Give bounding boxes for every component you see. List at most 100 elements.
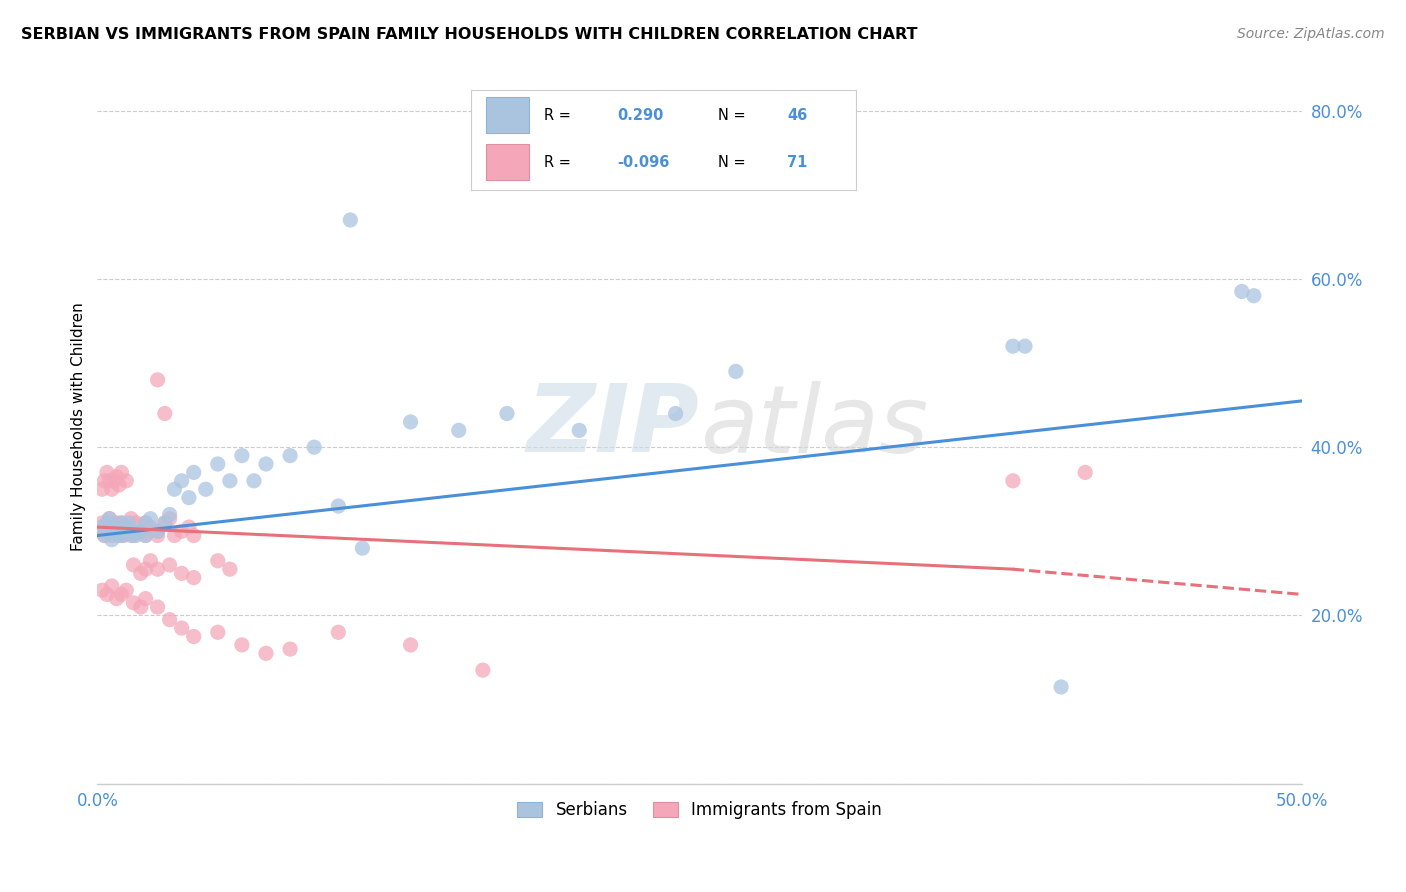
Point bbox=[399, 638, 422, 652]
Point bbox=[96, 466, 118, 480]
Point bbox=[328, 625, 350, 640]
Point bbox=[108, 528, 131, 542]
Point bbox=[135, 528, 157, 542]
Point bbox=[105, 524, 128, 539]
Point bbox=[471, 663, 494, 677]
Point bbox=[112, 528, 135, 542]
Point bbox=[118, 516, 141, 530]
Point bbox=[125, 528, 148, 542]
Point bbox=[101, 528, 124, 542]
Point bbox=[98, 524, 121, 539]
Point bbox=[183, 571, 205, 585]
Point bbox=[254, 646, 277, 660]
Point bbox=[135, 562, 157, 576]
Point bbox=[399, 415, 422, 429]
Point bbox=[139, 554, 162, 568]
Point bbox=[120, 528, 142, 542]
Point bbox=[122, 528, 145, 542]
Point bbox=[207, 625, 229, 640]
Point bbox=[96, 587, 118, 601]
Point bbox=[163, 528, 186, 542]
Point bbox=[1001, 474, 1024, 488]
Point bbox=[135, 516, 157, 530]
Point bbox=[1230, 285, 1253, 299]
Point bbox=[1074, 466, 1097, 480]
Point bbox=[91, 583, 114, 598]
Point bbox=[352, 541, 374, 556]
Text: ZIP: ZIP bbox=[527, 380, 700, 472]
Point bbox=[170, 524, 193, 539]
Point bbox=[218, 474, 240, 488]
Point bbox=[183, 528, 205, 542]
Point bbox=[101, 579, 124, 593]
Point bbox=[139, 511, 162, 525]
Point bbox=[105, 469, 128, 483]
Point bbox=[108, 528, 131, 542]
Point bbox=[135, 528, 157, 542]
Point bbox=[115, 583, 138, 598]
Point bbox=[98, 474, 121, 488]
Point bbox=[139, 520, 162, 534]
Point bbox=[170, 621, 193, 635]
Point bbox=[129, 524, 152, 539]
Point bbox=[1243, 289, 1265, 303]
Text: SERBIAN VS IMMIGRANTS FROM SPAIN FAMILY HOUSEHOLDS WITH CHILDREN CORRELATION CHA: SERBIAN VS IMMIGRANTS FROM SPAIN FAMILY … bbox=[21, 27, 918, 42]
Point bbox=[183, 630, 205, 644]
Point bbox=[496, 407, 519, 421]
Point bbox=[103, 520, 125, 534]
Point bbox=[339, 213, 361, 227]
Point bbox=[170, 474, 193, 488]
Point bbox=[91, 516, 114, 530]
Point bbox=[146, 528, 169, 542]
Point bbox=[207, 457, 229, 471]
Point bbox=[115, 520, 138, 534]
Point bbox=[101, 482, 124, 496]
Point bbox=[135, 516, 157, 530]
Point bbox=[665, 407, 688, 421]
Point bbox=[122, 558, 145, 572]
Point bbox=[125, 516, 148, 530]
Point bbox=[110, 466, 132, 480]
Y-axis label: Family Households with Children: Family Households with Children bbox=[72, 301, 86, 550]
Point bbox=[110, 528, 132, 542]
Point bbox=[98, 511, 121, 525]
Point bbox=[91, 520, 114, 534]
Point bbox=[146, 373, 169, 387]
Point bbox=[278, 449, 301, 463]
Point bbox=[159, 508, 181, 522]
Point bbox=[302, 440, 325, 454]
Point bbox=[177, 520, 200, 534]
Point bbox=[231, 638, 253, 652]
Point bbox=[105, 516, 128, 530]
Point bbox=[93, 474, 115, 488]
Point bbox=[328, 499, 350, 513]
Point bbox=[177, 491, 200, 505]
Point bbox=[146, 600, 169, 615]
Point bbox=[183, 466, 205, 480]
Point bbox=[1001, 339, 1024, 353]
Point bbox=[170, 566, 193, 581]
Text: atlas: atlas bbox=[700, 381, 928, 472]
Point bbox=[207, 554, 229, 568]
Point bbox=[115, 474, 138, 488]
Point bbox=[108, 478, 131, 492]
Legend: Serbians, Immigrants from Spain: Serbians, Immigrants from Spain bbox=[510, 794, 889, 825]
Point bbox=[1050, 680, 1073, 694]
Point bbox=[93, 528, 115, 542]
Point bbox=[1014, 339, 1036, 353]
Point bbox=[218, 562, 240, 576]
Point bbox=[122, 524, 145, 539]
Point bbox=[254, 457, 277, 471]
Point bbox=[93, 528, 115, 542]
Point bbox=[115, 520, 138, 534]
Point bbox=[243, 474, 266, 488]
Point bbox=[129, 566, 152, 581]
Point bbox=[98, 511, 121, 525]
Point bbox=[194, 482, 217, 496]
Point bbox=[103, 474, 125, 488]
Point bbox=[91, 482, 114, 496]
Point bbox=[135, 591, 157, 606]
Point bbox=[120, 511, 142, 525]
Point bbox=[103, 520, 125, 534]
Text: Source: ZipAtlas.com: Source: ZipAtlas.com bbox=[1237, 27, 1385, 41]
